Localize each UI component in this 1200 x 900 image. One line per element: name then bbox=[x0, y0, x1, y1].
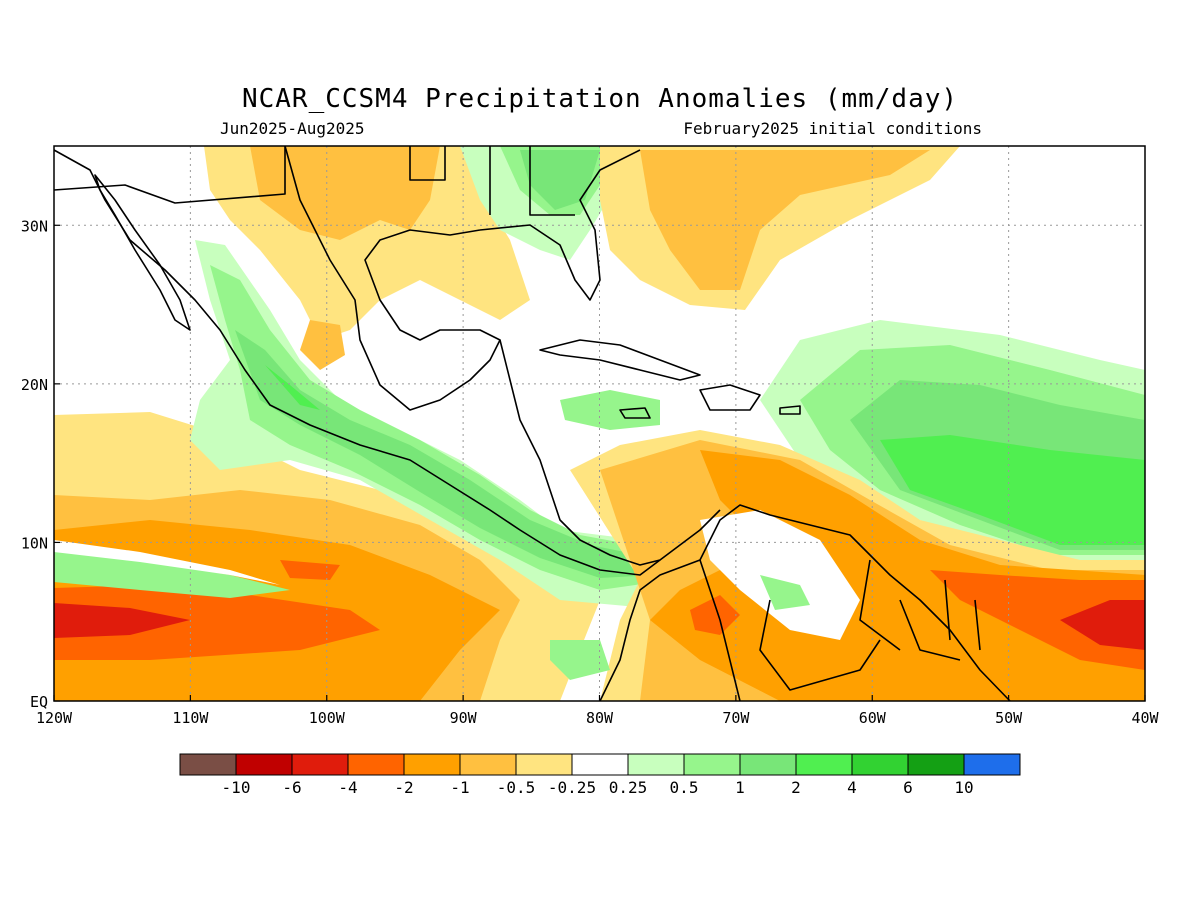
coastline-central-america bbox=[499, 339, 721, 566]
graticule bbox=[54, 146, 1145, 701]
y-tick-label: 20N bbox=[21, 376, 48, 394]
colorbar-swatch bbox=[515, 753, 573, 776]
colorbar-label: -0.5 bbox=[497, 778, 536, 797]
x-tick-label: 110W bbox=[172, 709, 209, 727]
colorbar-label: 1 bbox=[735, 778, 745, 797]
colorbar-label: -4 bbox=[338, 778, 357, 797]
colorbar-label: 0.5 bbox=[670, 778, 699, 797]
colorbar-swatch bbox=[851, 753, 909, 776]
x-tick-label: 90W bbox=[450, 709, 478, 727]
colorbar-swatch bbox=[739, 753, 797, 776]
coastline-hispaniola bbox=[699, 384, 761, 411]
anomaly-region bbox=[560, 390, 660, 430]
coastline-south-america bbox=[599, 504, 1011, 702]
colorbar-label: 4 bbox=[847, 778, 857, 797]
y-tick-label: 30N bbox=[21, 217, 48, 235]
colorbar-swatch bbox=[235, 753, 293, 776]
colorbar-swatch bbox=[907, 753, 965, 776]
colorbar-swatch bbox=[627, 753, 685, 776]
anomaly-region bbox=[930, 570, 1145, 670]
colorbar-swatch bbox=[795, 753, 853, 776]
y-tick-label: 10N bbox=[21, 534, 48, 552]
anomaly-region bbox=[640, 150, 930, 290]
anomaly-region bbox=[54, 603, 190, 638]
colorbar-swatch bbox=[403, 753, 461, 776]
anomaly-region bbox=[235, 330, 655, 578]
colorbar-swatch bbox=[347, 753, 405, 776]
x-tick-label: 50W bbox=[995, 709, 1023, 727]
anomaly-region bbox=[1060, 600, 1145, 650]
initial-conditions: February2025 initial conditions bbox=[683, 119, 982, 138]
anomaly-region bbox=[280, 560, 340, 580]
colorbar-swatch bbox=[963, 753, 1021, 776]
anomaly-region bbox=[250, 146, 440, 240]
anomaly-region bbox=[650, 450, 1145, 701]
coastline-puerto-rico bbox=[779, 405, 801, 415]
colorbar-label: 10 bbox=[954, 778, 973, 797]
colorbar-label: -1 bbox=[450, 778, 469, 797]
x-tick-label: 80W bbox=[586, 709, 614, 727]
coastline-jamaica bbox=[619, 407, 651, 419]
y-tick-label: EQ bbox=[30, 693, 48, 711]
coastline-baja bbox=[94, 174, 191, 331]
colorbar-label: 6 bbox=[903, 778, 913, 797]
colorbar-label: -10 bbox=[222, 778, 251, 797]
x-tick-label: 120W bbox=[36, 709, 73, 727]
forecast-period: Jun2025-Aug2025 bbox=[220, 119, 365, 138]
coastline-florida bbox=[479, 149, 641, 301]
colorbar: -10 -6 -4 -2 -1 -0.5 -0.25 0.25 0.5 1 2 4 6 10 bbox=[179, 753, 1021, 797]
x-tick-label: 60W bbox=[859, 709, 887, 727]
anomaly-region bbox=[760, 575, 810, 610]
colorbar-swatch bbox=[571, 753, 629, 776]
anomaly-region bbox=[690, 595, 740, 635]
colorbar-swatch bbox=[459, 753, 517, 776]
colorbar-swatch bbox=[683, 753, 741, 776]
border-lines bbox=[53, 146, 981, 702]
anomaly-region bbox=[54, 548, 290, 598]
colorbar-label: 0.25 bbox=[609, 778, 648, 797]
anomaly-region bbox=[880, 435, 1145, 545]
colorbar-label: 2 bbox=[791, 778, 801, 797]
coastline-cuba bbox=[539, 339, 701, 381]
anomaly-region bbox=[360, 310, 420, 350]
anomaly-field bbox=[54, 146, 1145, 701]
anomaly-region bbox=[54, 585, 380, 660]
colorbar-label: -6 bbox=[282, 778, 301, 797]
colorbar-label: -2 bbox=[394, 778, 413, 797]
coastlines bbox=[53, 145, 1011, 702]
chart-title: NCAR_CCSM4 Precipitation Anomalies (mm/d… bbox=[241, 84, 959, 114]
axes: 120W 110W 100W 90W 80W 70W 60W 50W 40W EQ 10N 20N 30… bbox=[21, 217, 1160, 727]
colorbar-label: -0.25 bbox=[548, 778, 596, 797]
anomaly-region bbox=[520, 150, 600, 210]
colorbar-swatch bbox=[179, 753, 237, 776]
anomaly-region bbox=[54, 540, 280, 585]
x-tick-label: 100W bbox=[309, 709, 346, 727]
anomaly-region bbox=[265, 365, 320, 410]
x-tick-label: 70W bbox=[722, 709, 750, 727]
anomaly-region bbox=[300, 320, 345, 370]
anomaly-region bbox=[550, 640, 610, 680]
colorbar-swatch bbox=[291, 753, 349, 776]
x-tick-label: 40W bbox=[1131, 709, 1159, 727]
